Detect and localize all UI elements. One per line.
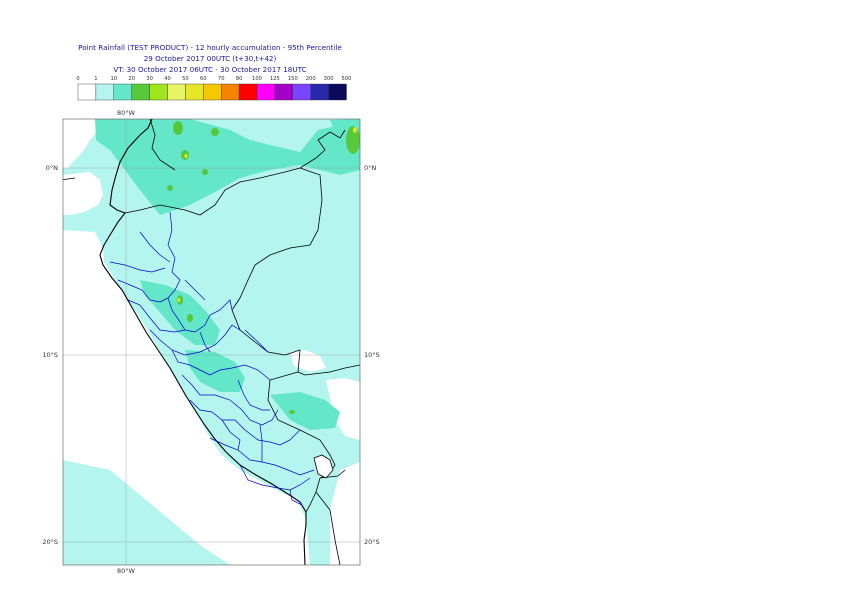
valid-time: VT: 30 October 2017 06UTC - 30 October 2… (113, 65, 307, 74)
base-time: 29 October 2017 00UTC (t+30,t+42) (143, 54, 277, 63)
rain-light-ocean (63, 460, 230, 565)
lon-label-top: 80°W (117, 109, 136, 117)
legend-threshold-label: 70 (218, 76, 225, 82)
legend-color-box (328, 83, 347, 101)
legend-threshold-label: 200 (306, 76, 316, 82)
dry-land-area (290, 350, 326, 372)
legend-threshold-label: 100 (252, 76, 262, 82)
legend-threshold-label: 1 (94, 76, 97, 82)
graticule (63, 119, 360, 565)
lon-label-bottom: 80°W (117, 567, 136, 575)
map-frame (62, 118, 361, 566)
lat-label-0-right: 0°N (364, 164, 376, 172)
dry-land-area (326, 378, 360, 440)
admin-boundaries (109, 211, 315, 506)
dry-ocean-area (63, 172, 103, 215)
legend-threshold-label: 500 (342, 76, 352, 82)
national-border (63, 119, 360, 565)
chart-title: Point Rainfall (TEST PRODUCT) - 12 hourl… (78, 43, 342, 52)
lat-label-10-left: 10°S (42, 351, 58, 359)
legend-threshold-label: 125 (270, 76, 280, 82)
legend-threshold-label: 80 (236, 76, 243, 82)
rain-moderate-area (270, 392, 340, 430)
lat-label-0-left: 0°N (46, 164, 58, 172)
legend-threshold-label: 60 (200, 76, 207, 82)
legend-threshold-label: 10 (110, 76, 117, 82)
legend-threshold-label: 150 (288, 76, 298, 82)
lake-titicaca (313, 454, 334, 479)
legend-threshold-label: 30 (146, 76, 153, 82)
color-legend: 0 1 10 20 30 40 50 60 70 80 100 125 150 200 300 500 (76, 76, 352, 101)
rain-moderate-area (95, 119, 360, 215)
dry-ocean-area (255, 495, 305, 565)
dry-ocean-area (63, 119, 100, 168)
legend-threshold-label: 20 (128, 76, 135, 82)
legend-threshold-label: 50 (182, 76, 189, 82)
lat-label-20-right: 20°S (364, 538, 380, 546)
coastline (99, 119, 307, 565)
legend-threshold-label: 0 (76, 76, 79, 82)
lat-label-10-right: 10°S (364, 351, 380, 359)
rain-moderate-area (185, 350, 245, 392)
legend-threshold-label: 40 (164, 76, 171, 82)
dry-land-area (330, 462, 360, 565)
rain-intense-spots (177, 127, 357, 302)
legend-threshold-label: 300 (324, 76, 334, 82)
lat-label-20-left: 20°S (42, 538, 58, 546)
